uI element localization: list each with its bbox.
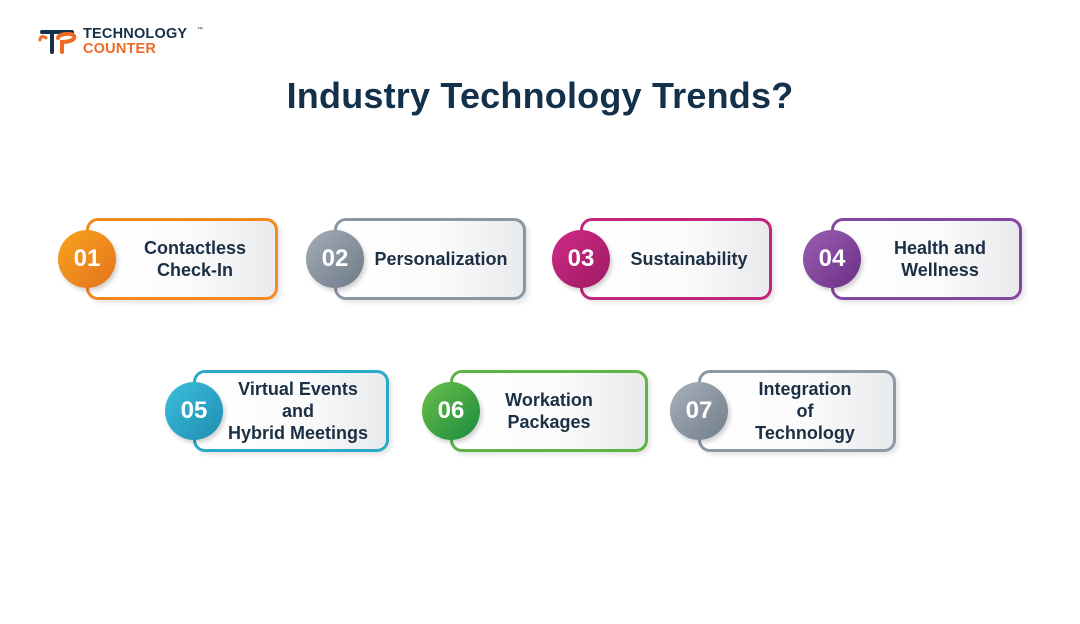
technology-counter-logo: TECHNOLOGY COUNTER	[38, 26, 218, 62]
trend-number-badge: 06	[422, 382, 480, 440]
logo-text-counter: COUNTER	[83, 41, 157, 57]
trend-label: Integration of Technology	[755, 379, 855, 443]
trend-label: Virtual Events and Hybrid Meetings	[227, 379, 369, 443]
trend-label: Personalization	[374, 249, 508, 269]
trend-number-badge: 04	[803, 230, 861, 288]
trend-label: Sustainability	[630, 249, 748, 269]
trend-card-box	[86, 218, 278, 300]
logo-text-technology: TECHNOLOGY	[83, 26, 188, 42]
trend-card-02: 02 Personalization	[306, 218, 526, 300]
trend-number-badge: 05	[165, 382, 223, 440]
trend-card-04: 04 Health and Wellness	[803, 218, 1023, 300]
trend-card-01: 01 Contactless Check-In	[58, 218, 278, 300]
page-title: Industry Technology Trends?	[286, 75, 794, 116]
trend-card-03: 03 Sustainability	[552, 218, 772, 300]
trend-number-badge: 02	[306, 230, 364, 288]
trend-card-box	[831, 218, 1022, 300]
trend-number-badge: 03	[552, 230, 610, 288]
trend-number-badge: 07	[670, 382, 728, 440]
trend-card-box	[334, 218, 526, 300]
trend-card-box	[450, 370, 648, 452]
trend-label: Contactless Check-In	[143, 238, 247, 280]
trend-label: Workation Packages	[505, 390, 593, 432]
trend-number-badge: 01	[58, 230, 116, 288]
trend-card-06: 06 Workation Packages	[422, 370, 648, 452]
tc-logo-icon	[38, 30, 77, 54]
trend-card-07: 07 Integration of Technology	[670, 370, 896, 452]
trademark-symbol: ™	[197, 27, 203, 33]
trend-label: Health and Wellness	[893, 238, 986, 280]
trend-card-05: 05 Virtual Events and Hybrid Meetings	[165, 370, 389, 452]
